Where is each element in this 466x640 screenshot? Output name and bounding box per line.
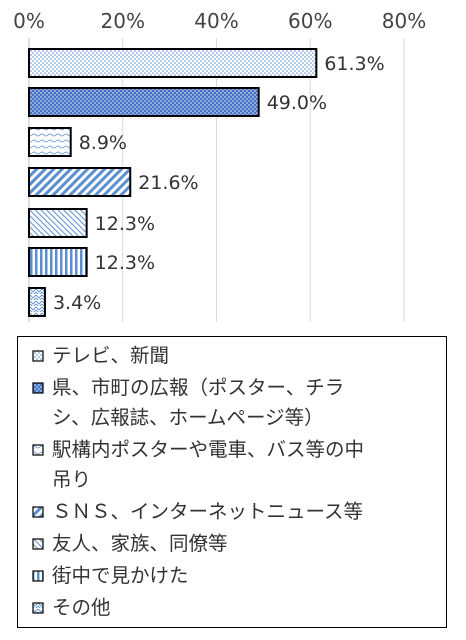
data-label-6: 12.3% (95, 252, 155, 274)
legend-label: その他 (52, 596, 111, 619)
bar-6 (28, 247, 88, 277)
bar-1 (28, 48, 318, 78)
legend: テレビ、新聞 県、市町の広報（ポ (17, 336, 447, 628)
legend-swatch-5 (32, 538, 44, 550)
legend-item-7: その他 (32, 593, 442, 623)
bar-5 (28, 208, 88, 238)
legend-label: 県、市町の広報（ポスター、チラ (52, 376, 345, 399)
legend-item-2: 県、市町の広報（ポスター、チラ シ、広報誌、ホームページ等） (32, 373, 442, 433)
legend-label: 街中で見かけた (52, 564, 189, 587)
x-tick-label: 0% (13, 9, 45, 33)
bar-chart: 0% 20% 40% 60% 80% 61.3% 49.0% 8.9% 21.6% 12.3% 1… (13, 9, 426, 322)
bar-3 (28, 127, 72, 157)
data-label-1: 61.3% (324, 53, 384, 75)
legend-item-4: ＳＮＳ、インターネットニュース等 (32, 497, 442, 527)
bar-7 (28, 287, 46, 317)
legend-swatch-6 (32, 570, 44, 582)
legend-label: テレビ、新聞 (52, 344, 170, 367)
data-label-7: 3.4% (53, 292, 101, 314)
legend-label: 友人、家族、同僚等 (52, 532, 228, 555)
legend-item-3: 駅構内ポスターや電車、バス等の中 吊り (32, 435, 442, 495)
legend-label: 吊り (52, 468, 92, 491)
legend-label: ＳＮＳ、インターネットニュース等 (52, 500, 364, 523)
legend-swatch-2 (32, 382, 44, 394)
data-label-3: 8.9% (79, 132, 127, 154)
bar-2 (28, 87, 260, 117)
x-tick-label: 60% (288, 9, 332, 33)
legend-swatch-3 (32, 444, 44, 456)
data-label-2: 49.0% (267, 92, 327, 114)
data-label-4: 21.6% (138, 172, 198, 194)
legend-item-6: 街中で見かけた (32, 561, 442, 591)
x-tick-label: 40% (194, 9, 238, 33)
bar-4 (28, 167, 132, 197)
legend-item-5: 友人、家族、同僚等 (32, 529, 442, 559)
x-tick-label: 80% (382, 9, 426, 33)
data-label-5: 12.3% (95, 213, 155, 235)
legend-swatch-1 (32, 350, 44, 362)
legend-item-1: テレビ、新聞 (32, 341, 442, 371)
legend-label: シ、広報誌、ホームページ等） (52, 406, 324, 429)
legend-swatch-7 (32, 602, 44, 614)
legend-label: 駅構内ポスターや電車、バス等の中 (52, 438, 365, 461)
legend-swatch-4 (32, 506, 44, 518)
x-tick-label: 20% (101, 9, 145, 33)
